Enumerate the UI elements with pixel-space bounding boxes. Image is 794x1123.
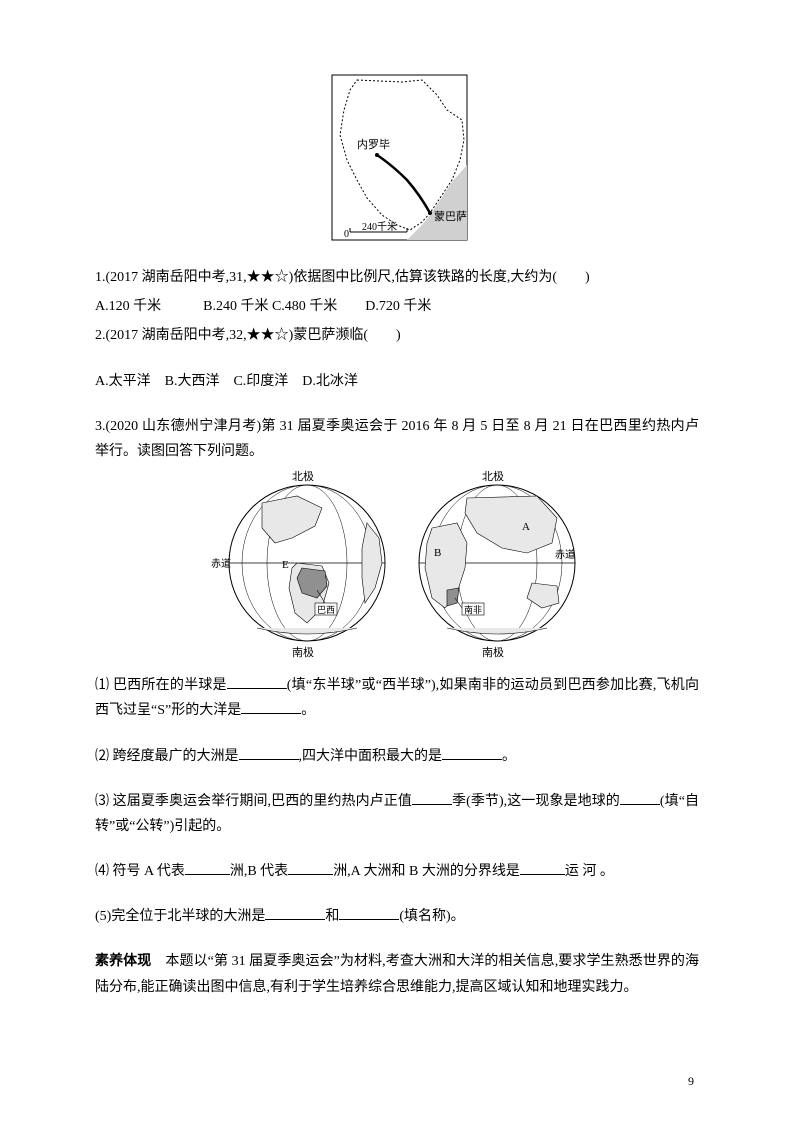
q1-options: A.120 千米 B.240 千米 C.480 千米 D.720 千米 [95, 294, 699, 319]
q2-text: 2.(2017 湖南岳阳中考,32,★★☆)蒙巴萨濒临( ) [95, 323, 699, 348]
sub-q1: ⑴ 巴西所在的半球是(填“东半球”或“西半球”),如果南非的运动员到巴西参加比赛… [95, 673, 699, 723]
mombasa-label: 蒙巴萨 [434, 210, 467, 223]
sub-q5: (5)完全位于北半球的大洲是和(填名称)。 [95, 904, 699, 929]
q1-text: 1.(2017 湖南岳阳中考,31,★★☆)依据图中比例尺,估算该铁路的长度,大… [95, 265, 699, 290]
q3-intro: 3.(2020 山东德州宁津月考)第 31 届夏季奥运会于 2016 年 8 月… [95, 414, 699, 464]
world-map-container: 北极 北极 南极 南极 赤道 巴西 E 赤道 南非 B [95, 468, 699, 658]
svg-text:0: 0 [344, 229, 349, 240]
nairobi-label: 内罗毕 [357, 137, 390, 151]
svg-text:巴西: 巴西 [317, 605, 335, 615]
svg-text:北极: 北极 [482, 469, 504, 483]
essay-block: 素养体现 本题以“第 31 届夏季奥运会”为材料,考查大洲和大洋的相关信息,要求… [95, 949, 699, 999]
svg-text:E: E [282, 559, 289, 571]
svg-text:240千米: 240千米 [362, 220, 397, 233]
kenya-map-container: 内罗毕 蒙巴萨 0 240千米 [95, 70, 699, 250]
essay-title: 素养体现 [95, 954, 151, 969]
svg-text:B: B [434, 547, 441, 559]
svg-text:南非: 南非 [464, 604, 482, 615]
sub-q3: ⑶ 这届夏季奥运会举行期间,巴西的里约热内卢正值季(季节),这一现象是地球的(填… [95, 789, 699, 839]
kenya-map: 内罗毕 蒙巴萨 0 240千米 [312, 70, 482, 250]
q2-options: A.太平洋 B.大西洋 C.印度洋 D.北冰洋 [95, 369, 699, 394]
world-hemispheres-map: 北极 北极 南极 南极 赤道 巴西 E 赤道 南非 B [207, 468, 587, 658]
svg-text:赤道: 赤道 [211, 557, 231, 570]
sub-q2: ⑵ 跨经度最广的大洲是,四大洋中面积最大的是。 [95, 744, 699, 769]
svg-text:赤道: 赤道 [555, 548, 575, 561]
svg-text:北极: 北极 [292, 469, 314, 483]
svg-text:A: A [522, 521, 530, 533]
svg-text:南极: 南极 [482, 645, 504, 658]
svg-text:南极: 南极 [292, 645, 314, 658]
page-number: 9 [688, 1071, 694, 1093]
sub-q4: ⑷ 符号 A 代表洲,B 代表洲,A 大洲和 B 大洲的分界线是运 河 。 [95, 859, 699, 884]
